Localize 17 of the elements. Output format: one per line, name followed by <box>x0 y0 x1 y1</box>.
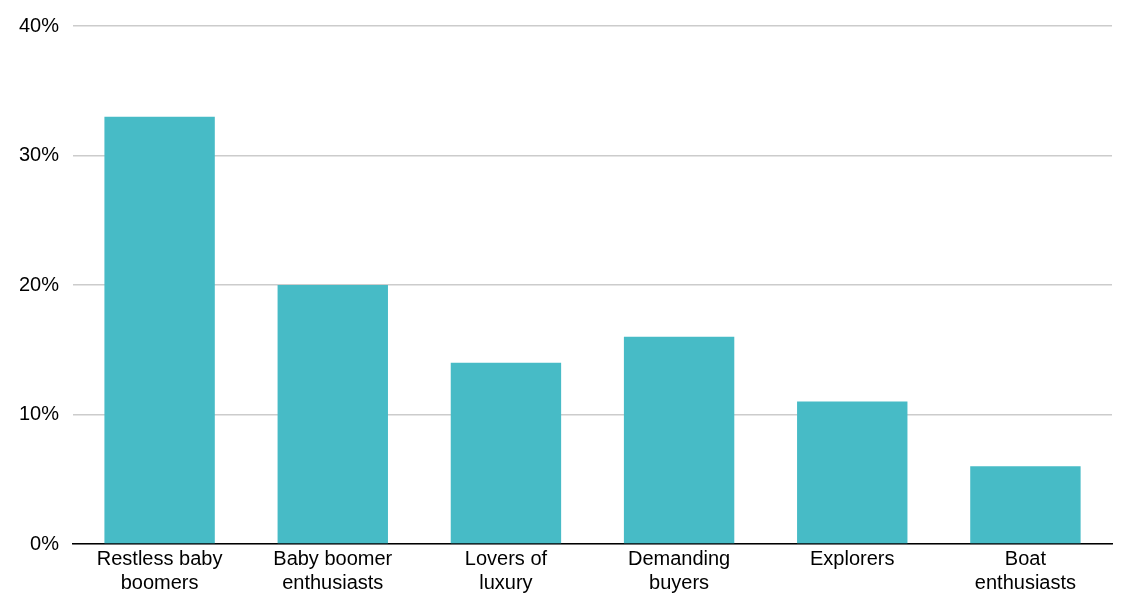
y-tick-label: 10% <box>19 402 60 425</box>
y-tick-label: 30% <box>19 143 60 166</box>
y-tick-label: 0% <box>30 531 60 554</box>
bar <box>623 336 735 544</box>
x-tick-label: Explorers <box>810 546 895 569</box>
bar <box>277 285 388 544</box>
bar <box>104 116 215 544</box>
x-tick-label: Demanding buyers <box>627 546 731 593</box>
x-tick-label: Restless baby boomers <box>96 546 223 593</box>
bar <box>970 466 1081 544</box>
bar <box>450 362 562 544</box>
x-tick-label: Boat enthusiasts <box>974 546 1077 593</box>
y-tick-label: 40% <box>19 13 60 36</box>
bar <box>797 401 908 544</box>
x-tick-label: Lovers of luxury <box>464 546 548 593</box>
y-tick-label: 20% <box>19 272 60 295</box>
x-tick-label: Baby boomer enthusiasts <box>273 546 393 593</box>
